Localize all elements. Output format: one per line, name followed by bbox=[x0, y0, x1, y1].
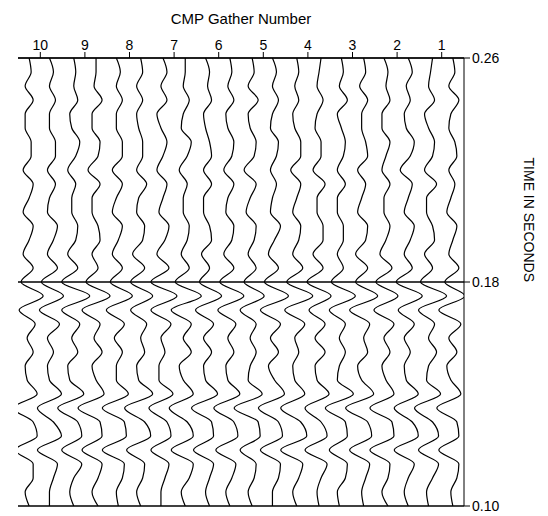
svg-text:9: 9 bbox=[81, 37, 89, 53]
svg-text:0.26: 0.26 bbox=[472, 50, 499, 66]
svg-text:10: 10 bbox=[33, 37, 49, 53]
svg-text:5: 5 bbox=[259, 37, 267, 53]
svg-text:4: 4 bbox=[304, 37, 312, 53]
svg-text:8: 8 bbox=[126, 37, 134, 53]
svg-text:CMP Gather Number: CMP Gather Number bbox=[171, 10, 312, 27]
svg-text:0.10: 0.10 bbox=[472, 498, 499, 514]
svg-text:1: 1 bbox=[438, 37, 446, 53]
svg-text:7: 7 bbox=[170, 37, 178, 53]
svg-text:0.18: 0.18 bbox=[472, 274, 499, 290]
svg-text:6: 6 bbox=[215, 37, 223, 53]
svg-text:2: 2 bbox=[393, 37, 401, 53]
svg-text:3: 3 bbox=[349, 37, 357, 53]
svg-text:TIME IN SECONDS: TIME IN SECONDS bbox=[521, 158, 537, 282]
